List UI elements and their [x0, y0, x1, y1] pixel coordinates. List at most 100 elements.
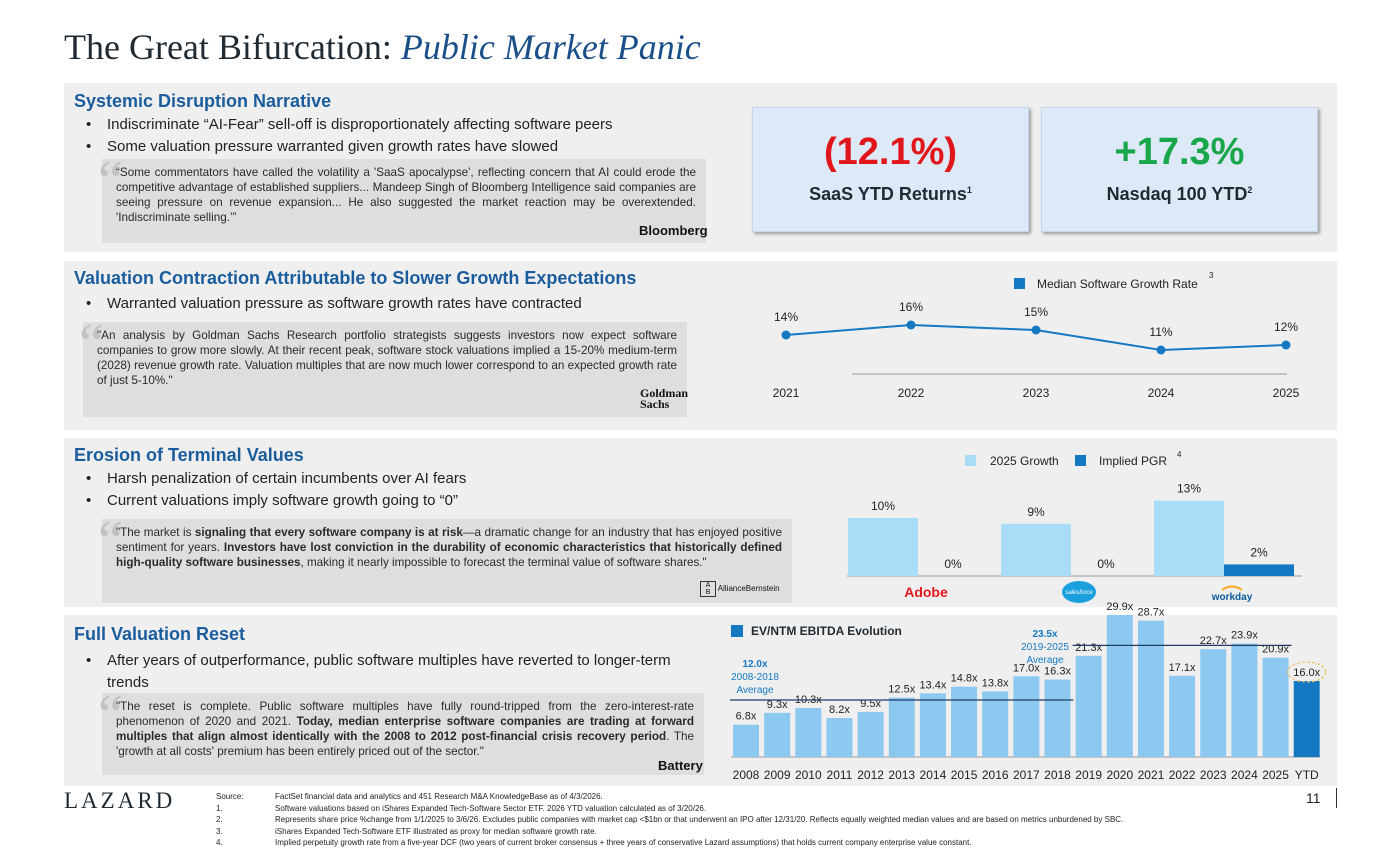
data-point [1156, 345, 1166, 355]
quote-text: "An analysis by Goldman Sachs Research p… [97, 329, 677, 387]
salesforce-logo [1062, 581, 1096, 603]
title-sub: Public Market Panic [400, 27, 701, 67]
data-label: 14% [774, 310, 798, 324]
data-point [1281, 340, 1291, 350]
data-label: 2% [1250, 545, 1268, 559]
x-tick-label: YTD [1295, 768, 1319, 782]
quote-text: “Some commentators have called the volat… [116, 166, 696, 224]
average-value: 12.0x [742, 659, 767, 670]
data-label: 17.0x [1013, 662, 1040, 674]
bullet-item: Current valuations imply software growth… [86, 490, 466, 512]
x-tick-label: 2008 [733, 768, 760, 782]
bar [1137, 620, 1164, 757]
average-value: 23.5x [1032, 629, 1057, 640]
quote-mark-icon: “ [98, 150, 123, 212]
x-tick-label: 2024 [1231, 768, 1258, 782]
panel-valuation-contraction: Valuation Contraction Attributable to Sl… [64, 261, 1337, 430]
x-tick-label: 2021 [1138, 768, 1165, 782]
data-label: 10% [871, 499, 895, 513]
data-label: 12% [1274, 320, 1298, 334]
data-label: 16.0x [1293, 667, 1320, 679]
bar [1044, 679, 1071, 757]
stat-card-saas: (12.1%) SaaS YTD Returns1 [752, 107, 1029, 232]
title-main: The Great Bifurcation: [64, 27, 392, 67]
source-row: 2. Represents share price %change from 1/… [216, 815, 1124, 824]
bullet-list: Indiscriminate “AI-Fear” sell-off is dis… [86, 114, 613, 158]
bar [795, 708, 822, 757]
x-tick-label: 2022 [898, 386, 925, 400]
bullet-list: Harsh penalization of certain incumbents… [86, 468, 466, 512]
data-label: 0% [944, 557, 962, 571]
legend-footnote: 3 [1209, 271, 1214, 280]
data-label: 14.8x [951, 673, 978, 685]
bullet-item: Warranted valuation pressure as software… [86, 293, 582, 315]
goldman-sachs-logo: Goldman Sachs [640, 386, 689, 411]
bar [857, 711, 884, 757]
data-point [906, 320, 916, 330]
page-divider [1336, 788, 1337, 808]
bar [1013, 676, 1040, 757]
bar [1224, 564, 1294, 576]
bar [1075, 655, 1102, 757]
bar [1169, 675, 1196, 757]
x-tick-label: 2013 [888, 768, 915, 782]
x-tick-label: 2014 [920, 768, 947, 782]
bullet-item: Some valuation pressure warranted given … [86, 136, 613, 158]
x-tick-label: 2017 [1013, 768, 1040, 782]
data-label: 6.8x [736, 711, 757, 723]
ytd-highlight [1287, 661, 1327, 683]
data-point [1031, 325, 1041, 335]
bar [982, 691, 1009, 757]
x-tick-label: 2016 [982, 768, 1009, 782]
data-label: 23.9x [1231, 629, 1258, 641]
data-label: 13.4x [919, 679, 946, 691]
x-tick-label: 2011 [827, 768, 853, 782]
legend-swatch [965, 455, 976, 466]
panel-valuation-reset: Full Valuation Reset After years of outp… [64, 601, 1337, 786]
quote-box: “ "The reset is complete. Public softwar… [98, 687, 704, 775]
workday-arc-icon [1221, 585, 1243, 591]
quote-text: "The market is signaling that every soft… [116, 526, 782, 569]
bar [1154, 500, 1224, 576]
data-label: 20.9x [1262, 644, 1289, 656]
bullet-item: After years of outperformance, public so… [86, 650, 686, 694]
data-label: 29.9x [1106, 601, 1133, 613]
bar [1231, 643, 1258, 757]
x-tick-label: 2012 [857, 768, 884, 782]
bar [1262, 657, 1289, 757]
average-label: Average [736, 685, 774, 696]
data-label: 9.5x [860, 698, 881, 710]
legend-swatch [731, 625, 743, 637]
bullet-list: Warranted valuation pressure as software… [86, 293, 582, 315]
quote-box: “ "The market is signaling that every so… [98, 513, 792, 603]
x-tick-label: 2023 [1200, 768, 1227, 782]
data-label: 12.5x [888, 684, 915, 696]
lazard-logo: LAZARD [64, 788, 176, 813]
sources-footnotes: Source: FactSet financial data and analyt… [216, 791, 1123, 849]
bullet-list: After years of outperformance, public so… [86, 650, 686, 694]
x-tick-label: 2020 [1106, 768, 1133, 782]
bullet-item: Indiscriminate “AI-Fear” sell-off is dis… [86, 114, 613, 136]
legend-label: Median Software Growth Rate [1037, 277, 1198, 291]
x-tick-label: 2019 [1075, 768, 1102, 782]
data-label: 13% [1177, 482, 1201, 496]
x-tick-label: 2009 [764, 768, 791, 782]
average-label: 2019-2025 [1021, 642, 1069, 653]
salesforce-logo-text: salesforce [1065, 590, 1093, 596]
section-heading: Erosion of Terminal Values [74, 445, 304, 465]
section-heading: Valuation Contraction Attributable to Sl… [74, 268, 637, 288]
bar [1106, 614, 1133, 757]
average-label: 2008-2018 [731, 672, 779, 683]
stat-label: Nasdaq 100 YTD2 [1106, 184, 1253, 204]
bar [1001, 523, 1071, 576]
panel-systemic-disruption: Systemic Disruption Narrative Indiscrimi… [64, 83, 1337, 252]
x-tick-label: 2024 [1148, 386, 1175, 400]
stat-value: (12.1%) [823, 131, 958, 173]
legend-label: 2025 Growth [990, 454, 1059, 468]
chart-title: EV/NTM EBITDA Evolution [751, 624, 902, 638]
page-title: The Great Bifurcation: Public Market Pan… [64, 26, 701, 68]
stat-label: SaaS YTD Returns1 [809, 184, 972, 204]
quote-mark-icon: “ [98, 684, 123, 746]
battery-logo: Battery [658, 758, 703, 773]
